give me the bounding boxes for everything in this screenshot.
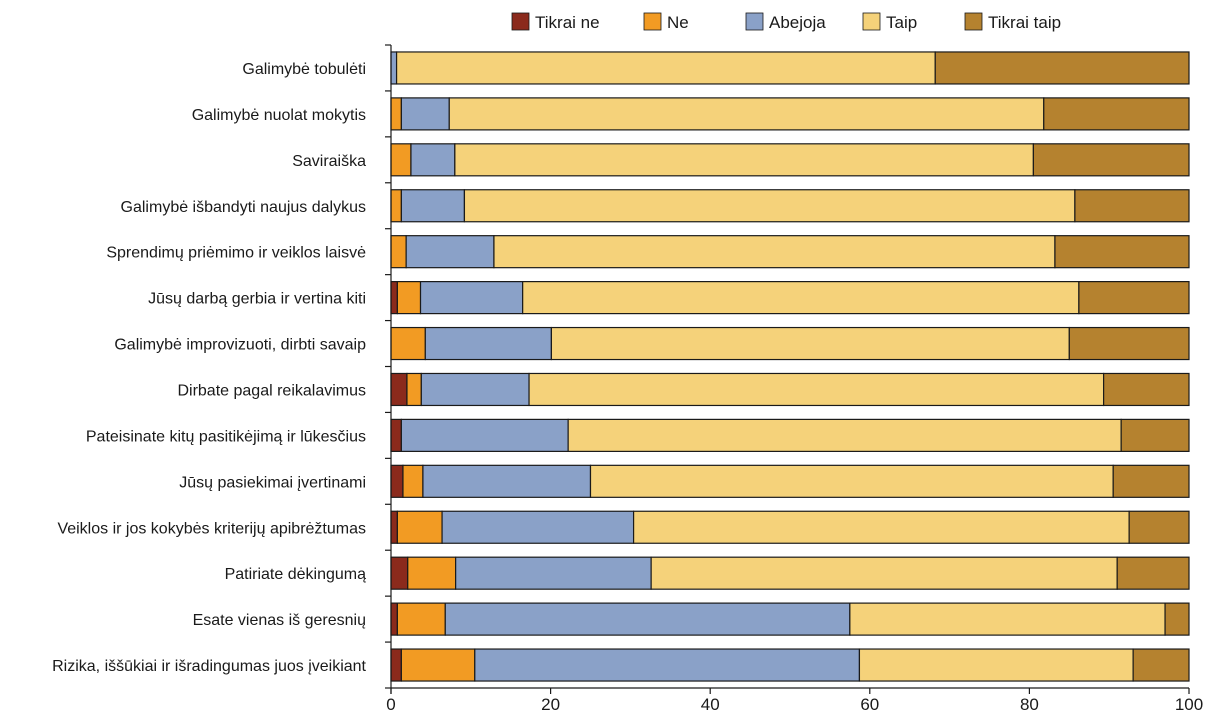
- bar-segment-abejoja-row-6: [424, 326, 552, 361]
- legend-swatch-tikrai-taip: [964, 12, 983, 31]
- category-label: Pateisinate kitų pasitikėjimą ir lūkesči…: [86, 428, 366, 445]
- bars-area: [390, 51, 1190, 682]
- bar-segment-abejoja-row-12: [444, 602, 851, 636]
- x-tick-label: 40: [701, 695, 720, 711]
- bar-segment-tikrai-taip-row-4: [1054, 235, 1190, 269]
- bar-segment-tikrai-taip-row-5: [1078, 281, 1190, 315]
- legend-swatch-tikrai-ne: [511, 12, 530, 31]
- category-label: Saviraiška: [292, 153, 366, 170]
- category-label: Dirbate pagal reikalavimus: [177, 382, 366, 399]
- bar-segment-ne-row-11: [407, 556, 457, 590]
- bar-segment-abejoja-row-4: [405, 235, 495, 269]
- bar-segment-taip-row-0: [395, 51, 936, 85]
- bar-segment-tikrai-taip-row-9: [1112, 464, 1190, 498]
- bar-segment-abejoja-row-2: [410, 143, 456, 177]
- bar-segment-taip-row-4: [493, 235, 1056, 269]
- category-label: Jūsų pasiekimai įvertinami: [179, 474, 366, 491]
- bar-segment-abejoja-row-11: [455, 556, 652, 590]
- category-label: Esate vienas iš geresnių: [193, 612, 367, 629]
- bar-segment-taip-row-9: [589, 464, 1114, 498]
- bar-segment-abejoja-row-9: [422, 464, 592, 498]
- category-label: Galimybė tobulėti: [242, 61, 366, 78]
- legend-label-tikrai-ne: Tikrai ne: [535, 13, 600, 32]
- bar-segment-ne-row-3: [390, 189, 402, 223]
- bar-segment-tikrai-taip-row-2: [1032, 143, 1190, 177]
- legend-swatch-abejoja: [745, 12, 764, 31]
- bar-segment-taip-row-7: [528, 372, 1105, 407]
- bar-segment-taip-row-3: [463, 189, 1076, 223]
- bar-segment-abejoja-row-13: [474, 648, 861, 682]
- bar-segment-ne-row-12: [396, 602, 446, 636]
- bar-segment-tikrai-taip-row-13: [1132, 648, 1190, 682]
- bar-segment-tikrai-ne-row-8: [390, 418, 402, 452]
- x-tick-label: 60: [860, 695, 879, 711]
- bar-segment-tikrai-ne-row-12: [390, 602, 398, 636]
- bar-segment-ne-row-6: [390, 326, 426, 361]
- bar-segment-ne-row-2: [390, 143, 412, 177]
- legend-swatch-ne: [643, 12, 662, 31]
- bar-segment-abejoja-row-10: [441, 510, 635, 544]
- bar-segment-ne-row-10: [396, 510, 443, 544]
- bar-segment-abejoja-row-0: [390, 51, 398, 85]
- bar-segment-tikrai-ne-row-10: [390, 510, 398, 544]
- bar-segment-tikrai-ne-row-5: [390, 281, 398, 315]
- bar-segment-tikrai-taip-row-10: [1128, 510, 1190, 544]
- bar-segment-taip-row-12: [849, 602, 1166, 636]
- category-label: Galimybė išbandyti naujus dalykus: [121, 199, 366, 216]
- bar-segment-ne-row-5: [396, 281, 422, 315]
- category-label: Patiriate dėkingumą: [225, 566, 367, 583]
- bar-segment-tikrai-taip-row-12: [1164, 602, 1190, 636]
- bar-segment-taip-row-6: [550, 326, 1070, 361]
- legend-label-ne: Ne: [667, 13, 689, 32]
- bar-segment-tikrai-taip-row-1: [1043, 97, 1190, 131]
- bar-segment-taip-row-1: [448, 97, 1045, 131]
- bar-segment-tikrai-ne-row-9: [390, 464, 404, 498]
- bar-segment-ne-row-4: [390, 235, 407, 269]
- legend-label-tikrai-taip: Tikrai taip: [988, 13, 1061, 32]
- bar-segment-tikrai-ne-row-11: [390, 556, 409, 590]
- category-label: Galimybė nuolat mokytis: [192, 107, 366, 124]
- bar-segment-abejoja-row-3: [400, 189, 466, 223]
- bar-segment-tikrai-taip-row-7: [1103, 372, 1190, 407]
- legend-swatch-taip: [862, 12, 881, 31]
- legend: Tikrai ne Ne Abejoja Taip Tikrai taip: [511, 12, 1061, 32]
- category-label: Veiklos ir jos kokybės kriterijų apibrėž…: [57, 520, 366, 537]
- bar-segment-tikrai-ne-row-7: [390, 372, 408, 407]
- bar-segment-taip-row-2: [454, 143, 1034, 177]
- bar-segment-taip-row-8: [567, 418, 1122, 452]
- bar-segment-taip-row-13: [858, 648, 1134, 682]
- bar-segment-taip-row-10: [632, 510, 1130, 544]
- bar-segment-ne-row-13: [400, 648, 476, 682]
- category-labels: Galimybė tobulėti Galimybė nuolat mokytis…: [52, 61, 366, 675]
- bar-segment-abejoja-row-7: [420, 372, 530, 407]
- bar-segment-abejoja-row-1: [400, 97, 450, 131]
- bar-segment-tikrai-taip-row-0: [934, 51, 1190, 85]
- category-label: Galimybė improvizuoti, dirbti savaip: [114, 337, 366, 354]
- bar-segment-tikrai-taip-row-11: [1116, 556, 1190, 590]
- category-label: Jūsų darbą gerbia ir vertina kiti: [148, 291, 366, 308]
- bar-segment-ne-row-1: [390, 97, 402, 131]
- legend-label-abejoja: Abejoja: [769, 13, 826, 32]
- x-tick-label: 20: [541, 695, 560, 711]
- category-label: Rizika, iššūkiai ir išradingumas juos įv…: [52, 658, 366, 675]
- axes: 0 20 40 60 80 100: [385, 44, 1203, 711]
- bar-segment-tikrai-taip-row-8: [1120, 418, 1190, 452]
- bar-segment-tikrai-ne-row-13: [390, 648, 402, 682]
- x-tick-label: 80: [1020, 695, 1039, 711]
- legend-label-taip: Taip: [886, 13, 917, 32]
- bar-segment-taip-row-11: [650, 556, 1118, 590]
- bar-segment-tikrai-taip-row-3: [1074, 189, 1190, 223]
- bar-segment-tikrai-taip-row-6: [1068, 326, 1190, 361]
- x-tick-label: 100: [1175, 695, 1203, 711]
- bar-segment-abejoja-row-5: [419, 281, 524, 315]
- bar-segment-ne-row-9: [402, 464, 424, 498]
- bar-segment-taip-row-5: [522, 281, 1080, 315]
- category-label: Sprendimų priėmimo ir veiklos laisvė: [106, 245, 366, 262]
- bar-segment-ne-row-7: [406, 372, 422, 407]
- bar-segment-abejoja-row-8: [400, 418, 569, 452]
- x-tick-label: 0: [386, 695, 395, 711]
